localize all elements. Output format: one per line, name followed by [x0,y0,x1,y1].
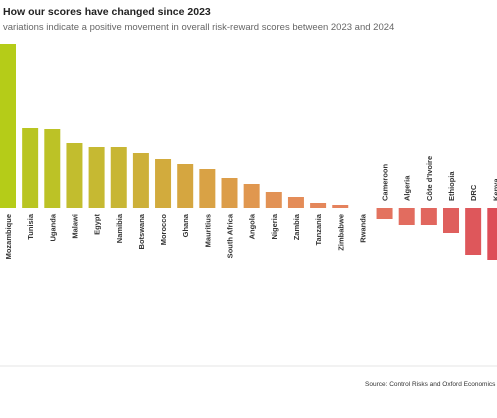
bar [66,143,83,208]
bar [110,147,127,208]
chart-subtitle: variations indicate a positive movement … [3,22,394,33]
bar [132,153,149,208]
category-label: Rwanda [358,213,367,243]
category-label: Côte d'Ivoire [425,156,434,201]
bar [287,197,304,208]
category-label: Zimbabwe [336,214,345,251]
bar [443,208,459,233]
category-label: Nigeria [270,213,279,239]
category-label: Zambia [292,213,301,240]
bar [465,208,482,255]
category-label: Tunisia [26,213,35,240]
category-label: DRC [469,184,478,201]
category-label: Mauritius [203,214,212,247]
source: Source: Control Risks and Oxford Economi… [365,381,496,388]
category-label: Uganda [48,213,57,241]
bar [88,147,105,208]
bar [398,208,415,225]
bar [155,159,172,208]
bar [0,44,16,208]
bar [22,128,39,208]
bar [487,208,497,260]
category-label: Malawi [70,214,79,239]
category-label: Namibia [115,213,124,243]
category-label: Angola [248,213,257,239]
bar [265,192,282,208]
bar [177,164,194,208]
category-label: Cameroon [381,163,390,201]
bar [420,208,437,225]
bar [44,129,61,208]
bar [332,205,349,208]
category-label: Kenya [491,178,497,201]
category-label: Tanzania [314,213,323,245]
chart-title: How our scores have changed since 2023 [3,6,211,18]
bar [199,169,216,208]
bar [376,208,393,219]
category-label: Algeria [403,175,412,201]
category-label: Ethiopia [447,171,456,201]
bar [310,203,327,208]
category-label: Mozambique [4,214,13,259]
category-label: Morocco [159,214,168,246]
bar [221,178,238,208]
bar [243,184,260,208]
category-label: Egypt [93,214,102,235]
category-label: South Africa [226,213,235,258]
category-label: Botswana [137,213,146,249]
category-label: Ghana [181,213,190,237]
